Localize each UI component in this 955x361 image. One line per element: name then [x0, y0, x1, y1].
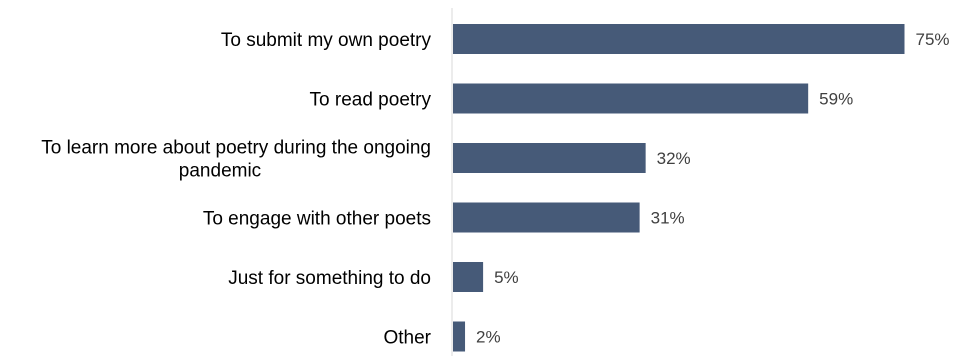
category-label: To engage with other poets — [203, 209, 431, 230]
bar — [453, 24, 905, 54]
category-label-line: Just for something to do — [228, 268, 431, 289]
bar — [453, 143, 646, 173]
category-label-line: To read poetry — [310, 90, 432, 111]
chart-rows: 75% To submit my own poetry 59% To read poe… — [41, 24, 949, 352]
bar — [453, 262, 483, 292]
category-label: To submit my own poetry — [221, 30, 432, 51]
category-label-line: pandemic — [179, 161, 261, 182]
category-label: To learn more about poetry during the on… — [41, 138, 431, 182]
category-label-line: To engage with other poets — [203, 209, 431, 230]
data-label: 5% — [494, 268, 519, 287]
category-label: Just for something to do — [228, 268, 431, 289]
data-label: 2% — [476, 328, 501, 347]
data-label: 31% — [651, 209, 685, 228]
bar — [453, 322, 465, 352]
category-label-line: To learn more about poetry during the on… — [41, 138, 431, 159]
data-label: 32% — [657, 149, 691, 168]
bar — [453, 84, 808, 114]
category-label-line: To submit my own poetry — [221, 30, 432, 51]
category-label: Other — [383, 328, 431, 349]
data-label: 75% — [916, 30, 950, 49]
bar — [453, 203, 640, 233]
category-label: To read poetry — [310, 90, 432, 111]
data-label: 59% — [819, 90, 853, 109]
category-label-line: Other — [383, 328, 431, 349]
